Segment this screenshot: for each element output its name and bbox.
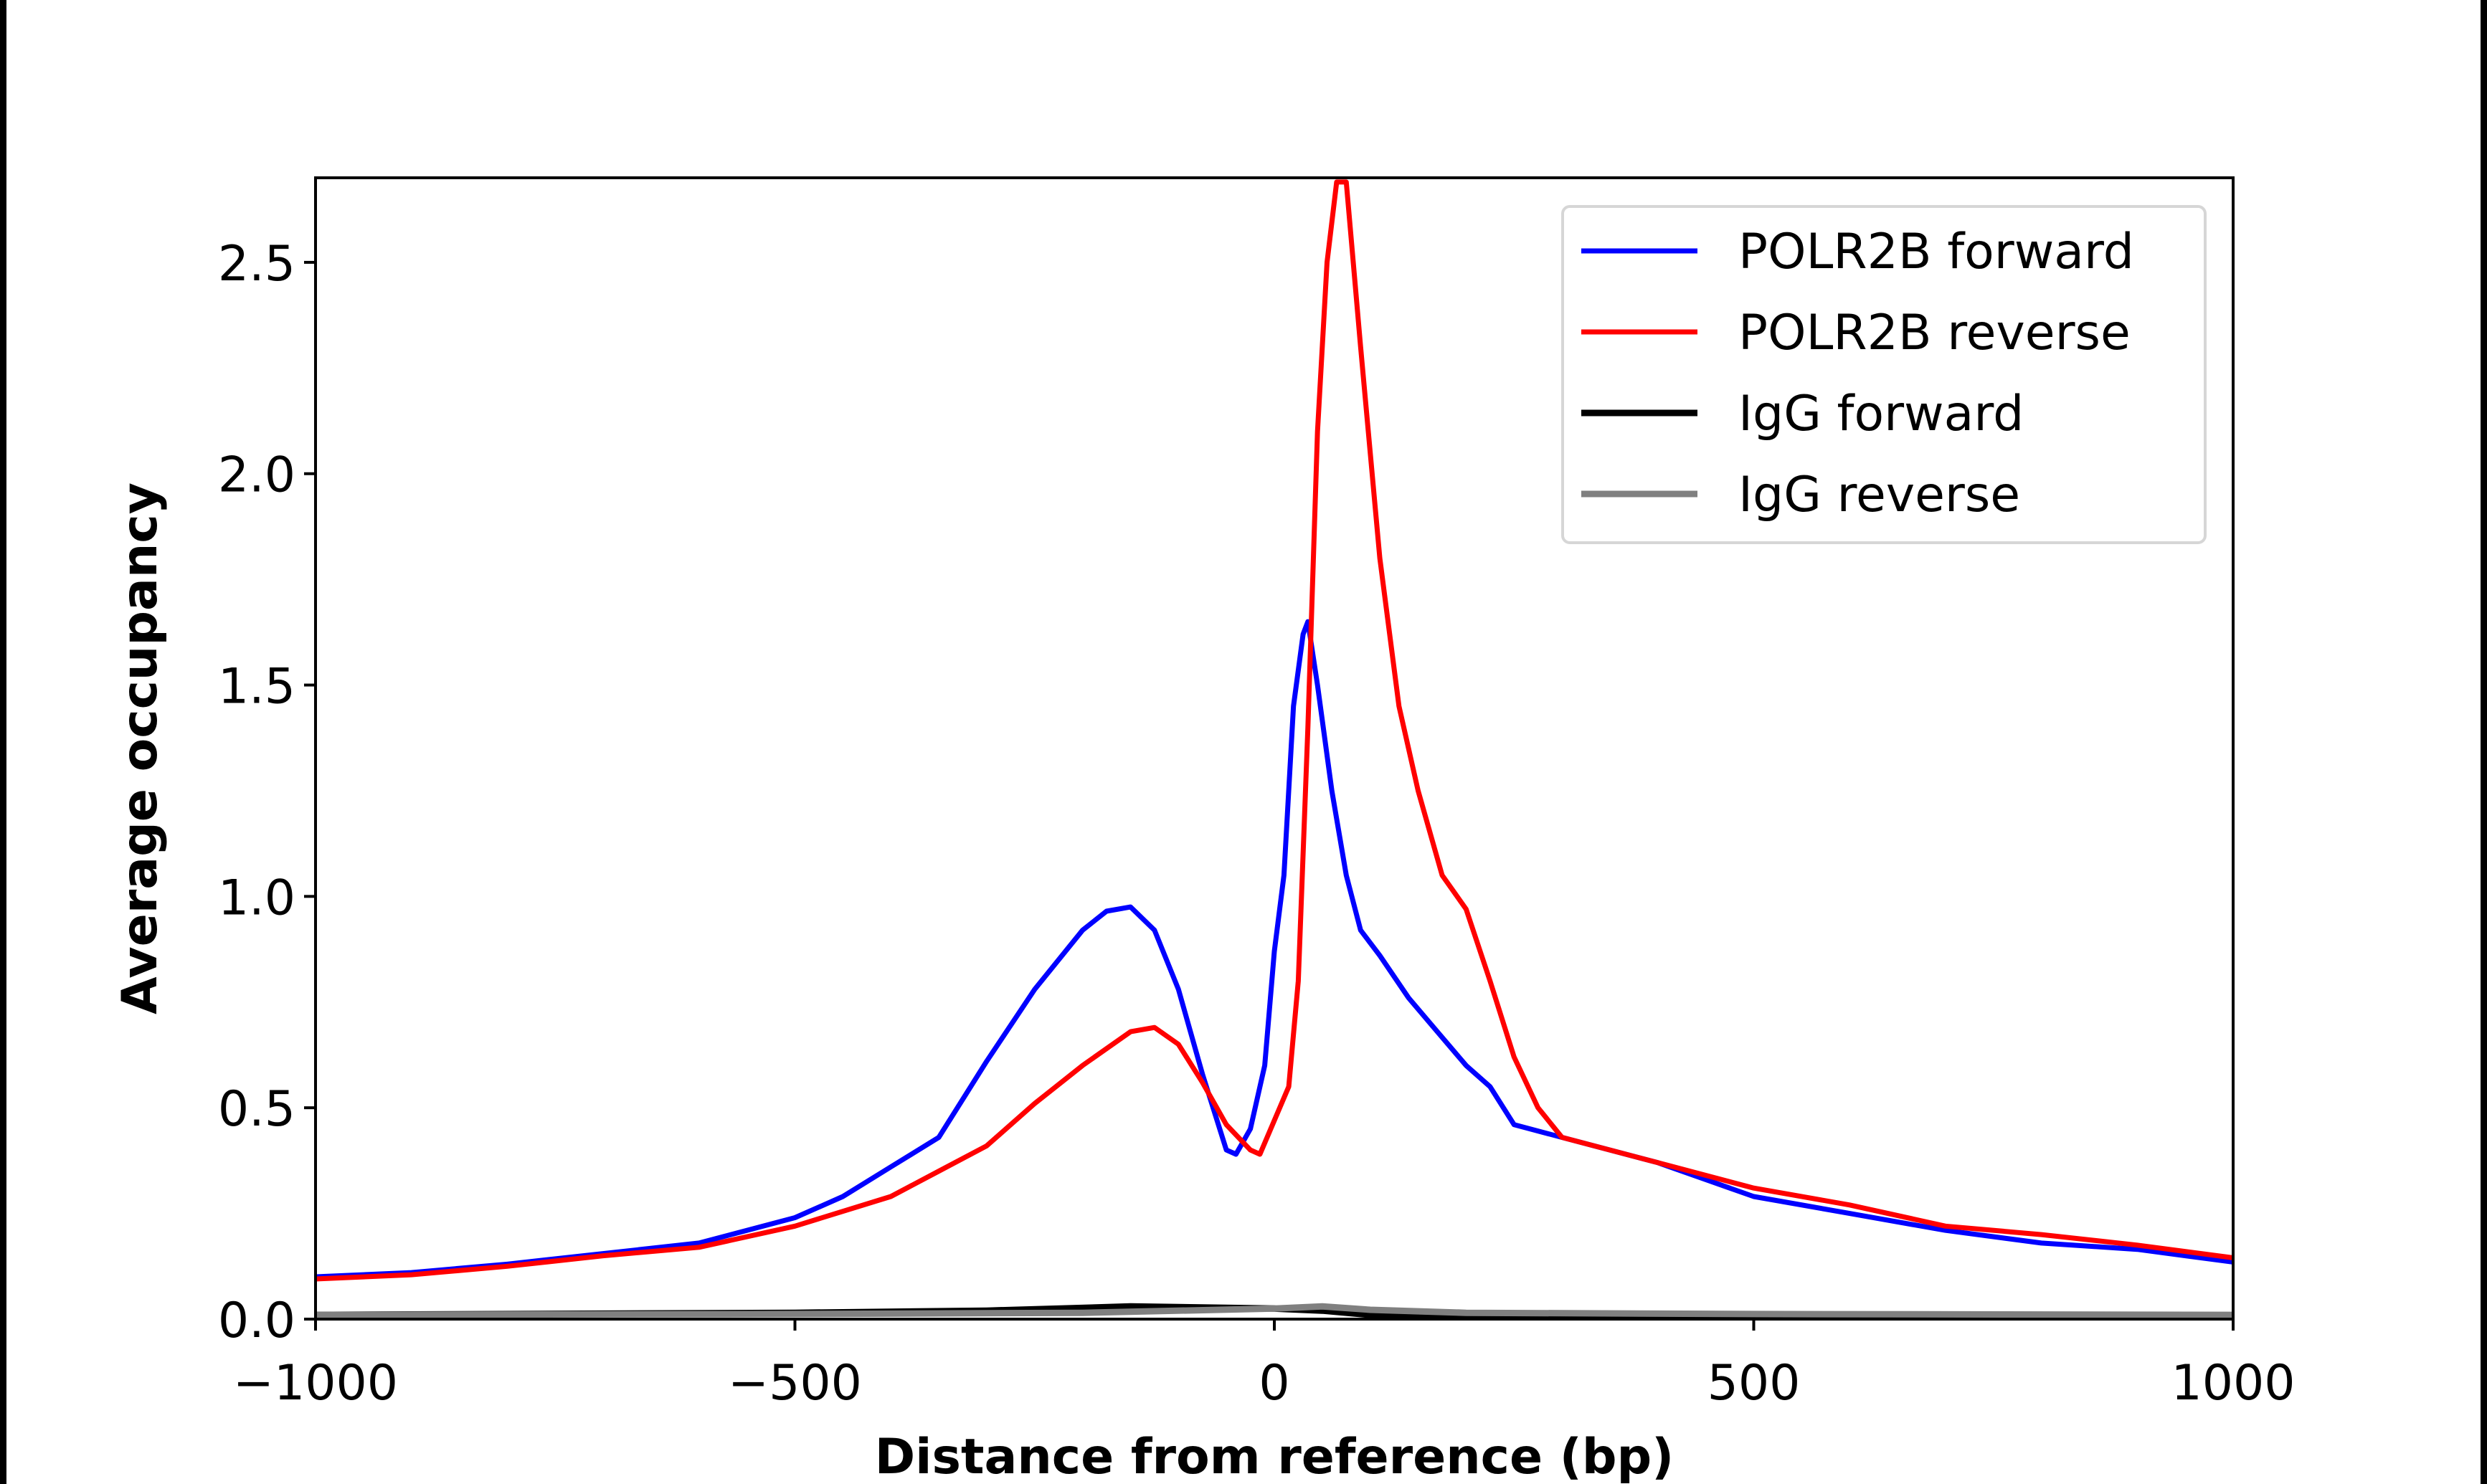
right-edge-bar [2481, 0, 2487, 1484]
x-tick-label: 500 [1707, 1355, 1801, 1412]
legend-label: IgG forward [1738, 386, 2024, 442]
series-line-igg-reverse [315, 1303, 2234, 1318]
legend-label: POLR2B forward [1738, 224, 2134, 280]
series-line-polr2b-reverse [315, 179, 2234, 1282]
legend-label: IgG reverse [1738, 467, 2020, 523]
y-tick-label: 1.5 [218, 659, 295, 715]
series-line-polr2b-forward [315, 619, 2234, 1280]
y-axis-label: Average occupancy [112, 482, 169, 1014]
x-tick-label: −1000 [233, 1355, 398, 1412]
y-axis: 0.0 0.5 1.0 1.5 2.0 2.5 [218, 236, 316, 1349]
legend-label: POLR2B reverse [1738, 305, 2131, 361]
y-tick-label: 2.0 [218, 447, 295, 504]
x-tick-label: −500 [728, 1355, 862, 1412]
x-axis-label: Distance from reference (bp) [875, 1429, 1674, 1484]
legend-box [1561, 205, 2207, 544]
y-tick-label: 2.5 [218, 236, 295, 292]
y-tick-label: 1.0 [218, 870, 295, 926]
x-tick-label: 1000 [2171, 1355, 2295, 1412]
x-tick-label: 0 [1259, 1355, 1289, 1412]
series-lines [315, 179, 2234, 1321]
x-axis: −1000 −500 0 500 1000 [233, 1319, 2296, 1412]
y-tick-label: 0.5 [218, 1081, 295, 1138]
y-tick-label: 0.0 [218, 1293, 295, 1349]
left-edge-bar [0, 0, 6, 1484]
legend: POLR2B forward POLR2B reverse IgG forward I… [1561, 205, 2207, 544]
